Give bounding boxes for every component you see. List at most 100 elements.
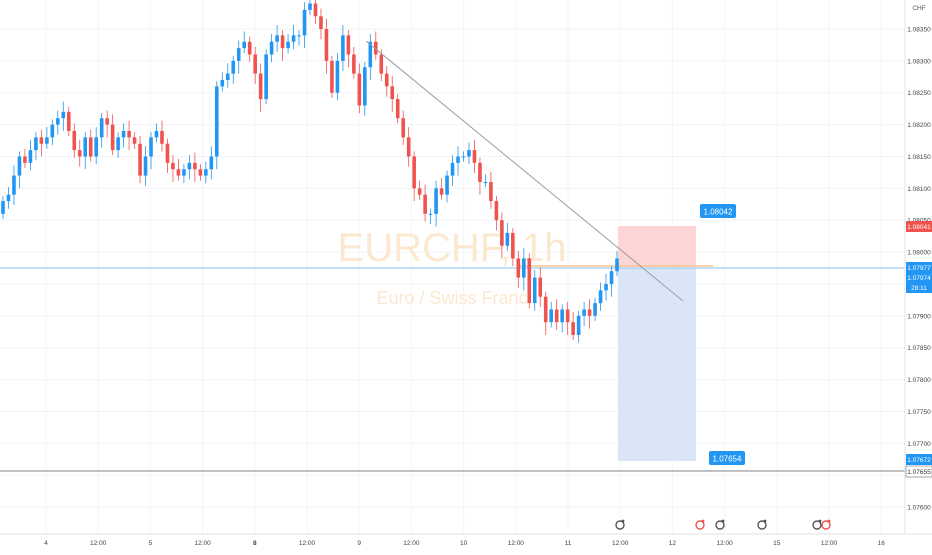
candle — [615, 250, 619, 277]
candle — [565, 301, 570, 335]
price-tick-label: 1.08350 — [907, 27, 931, 34]
candle — [209, 146, 214, 180]
candle — [472, 139, 477, 174]
candle — [505, 222, 510, 251]
price-tick-label: 1.07700 — [907, 441, 931, 448]
candle — [516, 250, 521, 288]
time-tick-label: 12:00 — [716, 540, 733, 547]
price-tick-label: 1.08300 — [907, 58, 931, 65]
candle — [149, 132, 153, 170]
time-tick-label: 11 — [565, 540, 572, 547]
candle — [99, 113, 104, 148]
stop-marker: 1.08041 — [906, 221, 932, 232]
candle — [83, 132, 88, 170]
candle — [154, 123, 159, 143]
candle — [319, 8, 323, 40]
economic-events[interactable] — [615, 519, 831, 530]
candle — [543, 291, 548, 335]
candle — [105, 110, 109, 138]
calendar-event-icon[interactable] — [757, 519, 767, 530]
candle — [384, 65, 389, 97]
candle — [116, 132, 120, 158]
stop-price-tag[interactable]: 1.08042 — [700, 204, 736, 218]
candle — [110, 114, 115, 156]
candle — [478, 157, 482, 195]
candle — [94, 127, 98, 165]
stop-price-label: 1.08042 — [704, 208, 733, 217]
candle — [28, 139, 33, 171]
calendar-event-icon[interactable] — [615, 519, 625, 530]
calendar-event-icon[interactable] — [812, 519, 822, 530]
candle — [121, 123, 126, 148]
candle — [198, 164, 203, 181]
time-tick-label: 12:00 — [90, 540, 107, 547]
time-tick-label: 16 — [878, 540, 886, 547]
candle — [143, 146, 148, 186]
candle — [220, 72, 225, 92]
candle — [77, 139, 82, 167]
candle — [225, 63, 230, 88]
candle — [132, 132, 137, 149]
candle — [12, 165, 16, 205]
candle — [160, 120, 164, 152]
candle — [560, 304, 564, 333]
price-tick-label: 1.07850 — [907, 345, 931, 352]
candle — [582, 301, 586, 327]
candle — [538, 267, 543, 307]
candle — [286, 34, 290, 54]
candle — [247, 36, 252, 63]
time-tick-label: 5 — [149, 540, 153, 547]
price-tick-label: 1.07900 — [907, 313, 931, 320]
support-marker: 1.07655 — [905, 465, 932, 478]
candle — [236, 40, 241, 74]
candle — [467, 142, 471, 165]
candle — [1, 195, 5, 219]
bid-marker-label: 1.07977 — [907, 265, 931, 272]
stop-loss-zone[interactable] — [618, 226, 696, 267]
candle — [423, 184, 427, 222]
time-tick-label: 12 — [669, 540, 677, 547]
calendar-event-icon[interactable] — [695, 519, 705, 530]
candle — [571, 312, 575, 341]
candlestick-series — [1, 0, 619, 343]
candle — [165, 138, 170, 174]
candle — [532, 269, 537, 311]
grid-lines — [0, 0, 905, 534]
target-marker: 1.07672 — [906, 454, 932, 465]
candle — [489, 171, 493, 209]
candle — [373, 31, 378, 60]
candle — [127, 120, 131, 151]
time-axis[interactable]: 4 12:00 5 12:00 8 12:00 9 12:00 10 12:00 11 12:00 12… — [44, 540, 885, 547]
candle — [406, 127, 411, 167]
candle — [352, 46, 356, 79]
target-price-tag[interactable]: 1.07654 — [709, 451, 745, 465]
candle — [253, 46, 257, 84]
support-marker-label: 1.07655 — [907, 469, 931, 476]
candle — [23, 148, 27, 168]
candle — [231, 55, 236, 84]
candle — [483, 174, 488, 188]
target-price-label: 1.07654 — [713, 455, 742, 464]
candle — [302, 2, 307, 49]
candle — [171, 155, 175, 182]
watermark-name: Euro / Swiss Franc — [376, 288, 527, 308]
candle — [56, 110, 60, 135]
bid-marker: 1.07977 — [906, 262, 932, 273]
candle — [522, 248, 526, 291]
calendar-event-icon[interactable] — [715, 519, 725, 530]
time-tick-label: 12:00 — [821, 540, 838, 547]
candle — [187, 155, 192, 180]
candle — [598, 282, 603, 311]
take-profit-zone[interactable] — [618, 268, 696, 461]
time-tick-label: 12:00 — [508, 540, 525, 547]
candle — [428, 208, 433, 225]
candle — [275, 25, 279, 52]
candle — [269, 34, 274, 63]
calendar-event-icon[interactable] — [821, 519, 831, 530]
candle — [39, 129, 44, 157]
trend-line[interactable] — [365, 40, 684, 302]
candle — [511, 227, 515, 267]
price-tick-label: 1.07800 — [907, 377, 931, 384]
